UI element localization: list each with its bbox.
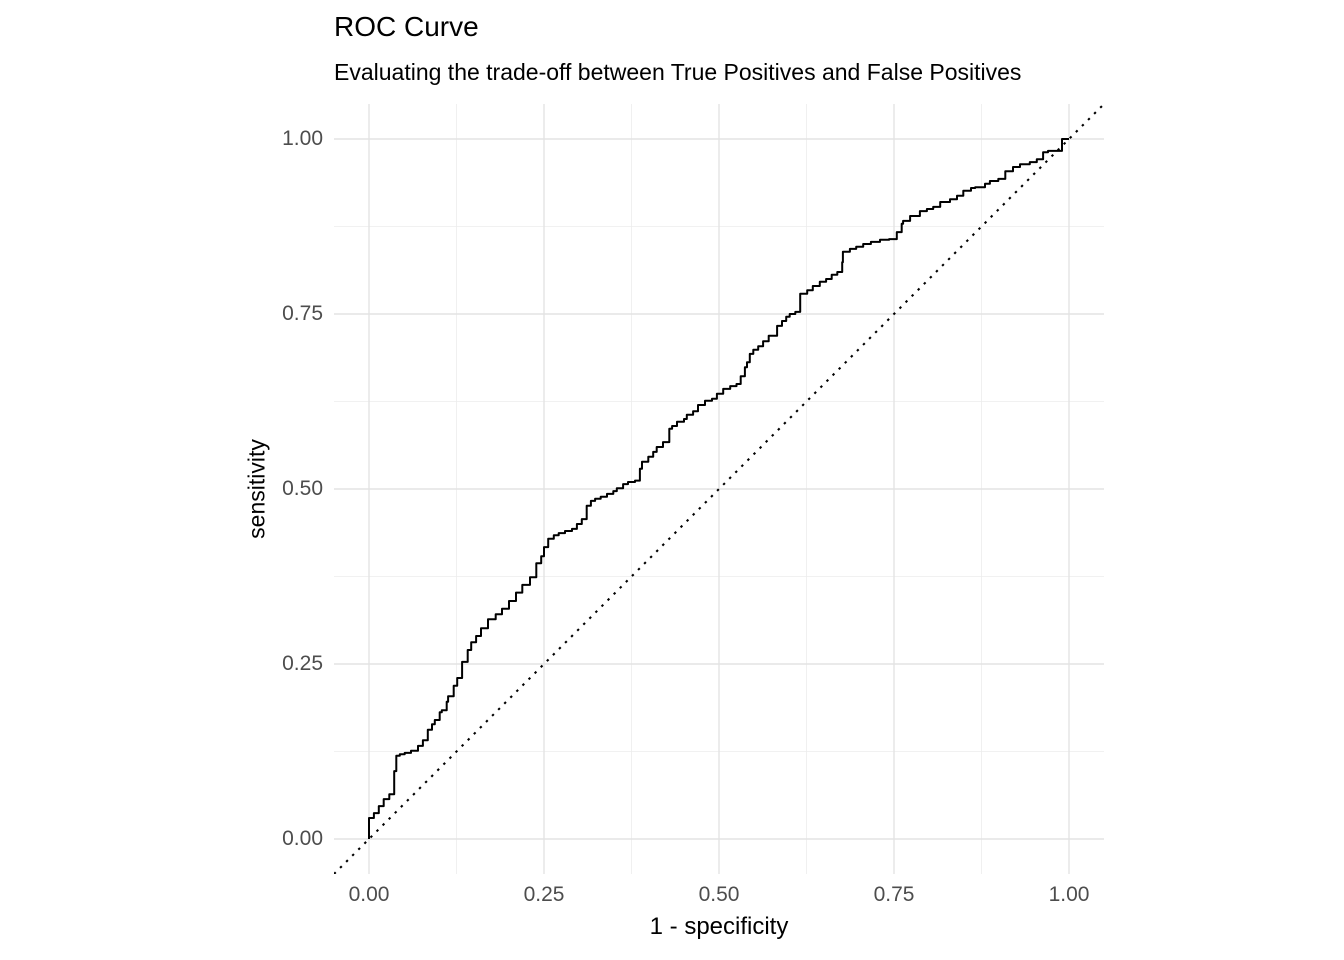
gridlines-major [334,104,1104,874]
y-tick-label: 0.00 [282,827,323,850]
y-tick-label: 0.75 [282,302,323,325]
x-axis-title: 1 - specificity [649,913,789,940]
roc-curve-line [368,138,1069,839]
x-tick-label: 0.50 [698,883,740,906]
y-tick-label: 0.25 [282,652,323,675]
y-tick-label: 1.00 [282,127,323,150]
x-tick-label: 0.25 [523,883,565,906]
plot-panel [334,104,1104,874]
x-tick-label: 0.75 [873,883,915,906]
chart-subtitle: Evaluating the trade-off between True Po… [334,59,1022,85]
y-tick-label: 0.50 [282,477,323,500]
chart-title: ROC Curve [334,11,479,42]
chance-diagonal-line [334,104,1104,874]
x-tick-label: 1.00 [1048,883,1090,906]
x-tick-label: 0.00 [348,883,390,906]
